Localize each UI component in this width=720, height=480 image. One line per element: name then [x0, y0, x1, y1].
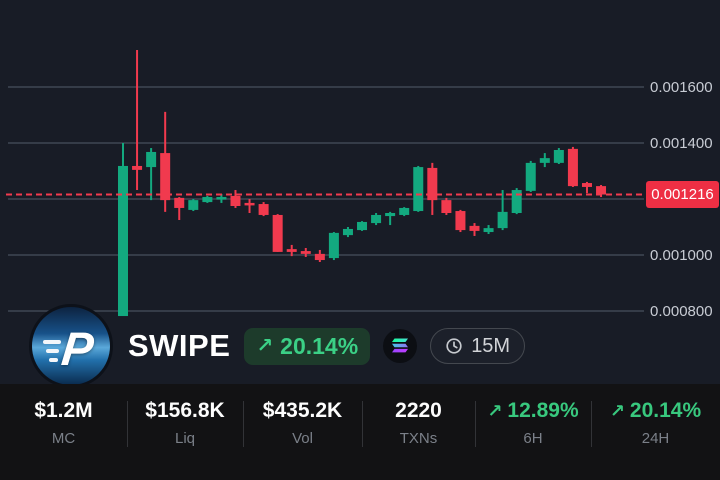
- stat-txns: 2220 TXNs: [362, 399, 475, 461]
- token-name: SWIPE: [128, 328, 231, 363]
- solana-icon: [383, 329, 418, 363]
- stat-label: Liq: [174, 430, 196, 447]
- candle-body: [342, 228, 353, 236]
- candle-body: [497, 211, 508, 229]
- stat-value: $435.2K: [262, 399, 343, 422]
- candle-body: [427, 167, 438, 201]
- stat-label: 6H: [523, 430, 543, 447]
- stat-mc: $1.2M MC: [0, 399, 127, 461]
- stat-label: 24H: [641, 430, 670, 447]
- candle-body: [174, 197, 185, 208]
- candlestick-chart: 0.001600 0.001400 0.001000 0.000800: [6, 50, 713, 320]
- candle-body: [286, 249, 297, 252]
- stat-value: $1.2M: [34, 399, 93, 422]
- candle-body: [146, 151, 157, 168]
- candle-body: [483, 228, 494, 233]
- timeframe-pill[interactable]: 15M: [430, 328, 526, 364]
- candle-body: [399, 207, 410, 215]
- divider: [243, 401, 244, 447]
- up-arrow-icon: ↗: [487, 400, 503, 421]
- candle-body: [132, 165, 143, 170]
- timeframe-label: 15M: [471, 334, 511, 357]
- candle-body: [357, 221, 368, 231]
- candle-body: [581, 183, 592, 187]
- up-arrow-icon: ↗: [609, 400, 625, 421]
- divider: [591, 401, 592, 447]
- candle-body: [385, 213, 396, 217]
- candle-body: [328, 232, 339, 259]
- candle-body: [202, 197, 213, 203]
- y-axis-label: 0.001600: [650, 79, 713, 96]
- candle-body: [300, 251, 311, 254]
- y-axis-label: 0.000800: [650, 303, 713, 320]
- candle-body: [455, 211, 466, 231]
- stat-vol: $435.2K Vol: [243, 399, 362, 461]
- candle-body: [539, 158, 550, 163]
- stats-bar: $1.2M MC $156.8K Liq $435.2K Vol 2220 TX…: [0, 384, 720, 480]
- stat-value: ↗ 20.14%: [609, 399, 702, 422]
- candle-body: [567, 148, 578, 187]
- candle-body: [188, 200, 199, 210]
- candle-body: [441, 200, 452, 213]
- stat-24h: ↗ 20.14% 24H: [591, 399, 720, 461]
- stat-6h: ↗ 12.89% 6H: [475, 399, 591, 461]
- change-badge: ↗ 20.14%: [244, 327, 371, 365]
- candle-body: [118, 165, 128, 317]
- token-header: P SWIPE ↗ 20.14%: [29, 304, 526, 388]
- stat-label: Vol: [292, 430, 313, 447]
- divider: [362, 401, 363, 447]
- candle-body: [553, 150, 564, 163]
- candle-body: [371, 214, 382, 224]
- stat-label: TXNs: [399, 430, 438, 447]
- token-logo: P: [29, 304, 113, 388]
- candle-body: [596, 186, 607, 195]
- candle-body: [230, 195, 241, 206]
- y-axis-label: 0.001000: [650, 247, 713, 264]
- up-arrow-icon: ↗: [256, 334, 274, 357]
- divider: [127, 401, 128, 447]
- candle-body: [525, 162, 536, 191]
- speed-line: [49, 358, 58, 362]
- price-chart[interactable]: 0.001600 0.001400 0.001000 0.000800 0.00121…: [0, 0, 720, 384]
- stat-value: ↗ 12.89%: [487, 399, 579, 422]
- y-axis-label: 0.001400: [650, 135, 713, 152]
- clock-icon: [446, 338, 462, 354]
- last-price-tag: 0.001216: [646, 181, 719, 208]
- token-logo-letter: P: [59, 322, 97, 375]
- stat-value: 2220: [395, 399, 442, 422]
- candle-body: [160, 153, 171, 201]
- candle-body: [244, 202, 255, 206]
- stat-liq: $156.8K Liq: [127, 399, 243, 461]
- candle-body: [272, 214, 283, 252]
- candle-body: [314, 253, 325, 261]
- candle-body: [413, 167, 424, 212]
- candle-body: [469, 225, 480, 231]
- candle-body: [258, 204, 269, 215]
- speed-line: [43, 340, 61, 344]
- speed-line: [46, 349, 59, 353]
- candle-body: [511, 190, 522, 213]
- stat-value: $156.8K: [145, 399, 225, 422]
- candle-body: [216, 197, 227, 200]
- stat-label: MC: [51, 430, 76, 447]
- change-value: 20.14%: [280, 332, 359, 359]
- divider: [475, 401, 476, 447]
